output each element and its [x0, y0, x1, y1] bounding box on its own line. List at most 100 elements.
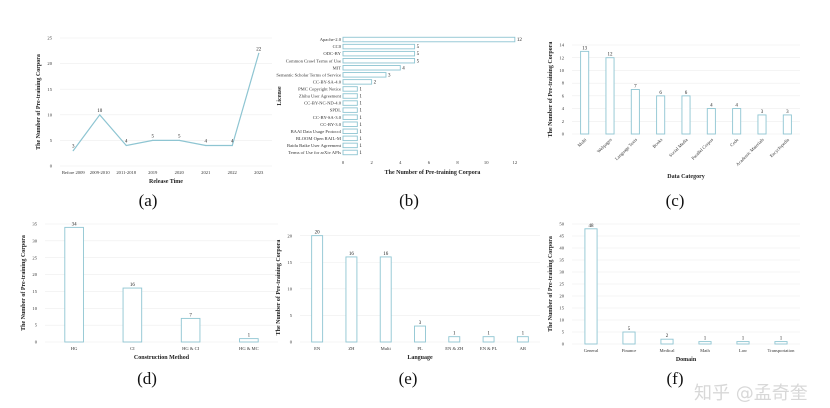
x-tick-label: Language Texts [614, 137, 638, 161]
y-tick-label: 25 [32, 255, 37, 260]
y-tick-label: ODC-BY [323, 51, 341, 56]
data-label: 5 [417, 52, 420, 57]
bar [342, 72, 387, 78]
x-tick-label: HG & CI [182, 346, 200, 351]
subfigure-caption: (c) [666, 191, 685, 210]
bar [605, 57, 615, 135]
data-point [72, 150, 74, 152]
y-tick-label: BAAI Data Usage Protocol [291, 129, 342, 134]
y-tick-label: CC-BY-3.0 [320, 122, 342, 127]
bar [180, 317, 201, 343]
x-axis-label: Release Time [149, 179, 183, 185]
bar [774, 341, 788, 345]
bar [342, 149, 358, 156]
bar [448, 336, 461, 343]
x-tick-label: Multi [381, 346, 392, 351]
data-point [178, 139, 180, 141]
x-tick-label: AR [520, 346, 527, 351]
bar [732, 108, 742, 135]
y-tick-label: 6 [562, 93, 565, 98]
x-tick-label: 2 [370, 160, 373, 165]
data-label: 6 [659, 91, 662, 96]
y-tick-label: 40 [559, 246, 564, 251]
data-label: 3 [72, 145, 75, 150]
bar [706, 108, 716, 135]
bar [342, 43, 416, 50]
data-label: 1 [359, 102, 362, 107]
bar [660, 338, 674, 345]
data-label: 16 [349, 252, 355, 257]
data-label: 1 [359, 109, 362, 114]
y-tick-label: 30 [559, 270, 564, 275]
watermark: 知乎 @孟奇奎 [694, 383, 808, 404]
x-tick-label: 2009-2010 [90, 170, 111, 175]
bar [656, 95, 666, 135]
bar [342, 50, 416, 57]
data-label: 1 [359, 116, 362, 121]
subfigure-caption: (f) [667, 369, 684, 388]
y-tick-label: Zhihu User Agreement [299, 94, 342, 99]
y-tick-label: 0 [562, 342, 565, 347]
y-tick-label: SPDL [330, 108, 341, 113]
data-label: 1 [248, 334, 251, 339]
data-point [258, 52, 260, 54]
bar [239, 338, 259, 343]
data-label: 1 [704, 337, 707, 342]
y-tick-label: 12 [559, 55, 564, 60]
y-axis-label: The Number of Pre-training Corpora [548, 236, 554, 332]
bar [630, 89, 640, 135]
y-tick-label: CC-BY-SA-4.0 [313, 79, 342, 84]
data-label: 4 [205, 140, 208, 145]
subfigure-caption: (b) [399, 191, 419, 210]
x-axis-label: Data Category [667, 174, 705, 180]
y-tick-label: 2 [562, 119, 565, 124]
data-point [99, 114, 101, 116]
bar [757, 114, 767, 135]
y-tick-label: 15 [559, 306, 564, 311]
y-tick-label: 10 [559, 68, 564, 73]
x-tick-label: PL [417, 346, 423, 351]
chart-panel-a: 0 5 10 15 20 25 3 10 4 5 5 4 4 22 Before 2009 2009-2010… [36, 36, 272, 210]
data-label: 22 [256, 47, 262, 52]
data-label: 1 [453, 332, 456, 337]
bar [342, 128, 358, 135]
y-tick-label: 10 [47, 112, 52, 117]
x-tick-label: Medical [659, 348, 675, 353]
y-tick-label: 0 [50, 164, 53, 169]
y-tick-label: Semantic Scholar Terms of Service [276, 72, 341, 77]
data-label: 12 [517, 38, 523, 43]
bar [342, 86, 358, 92]
y-tick-label: 20 [287, 233, 292, 238]
y-tick-label: 10 [32, 306, 37, 311]
y-axis-label: The Number of Pre-training Corpora [21, 235, 27, 331]
x-tick-label: 2021 [201, 170, 211, 175]
data-point [205, 144, 207, 147]
bar [342, 121, 358, 127]
x-tick-label: 6 [428, 160, 431, 165]
bar [342, 114, 358, 120]
x-tick-label: Webpages [596, 137, 613, 154]
data-label: 3 [786, 110, 789, 115]
bar [342, 65, 401, 71]
y-tick-label: CC0 [333, 44, 342, 49]
x-tick-label: 0 [342, 160, 345, 165]
y-tick-label: PMC Copyright Notice [298, 87, 341, 92]
data-label: 1 [359, 88, 362, 93]
subfigure-caption: (e) [399, 369, 418, 388]
data-label: 6 [685, 91, 688, 96]
y-tick-label: 10 [559, 318, 564, 323]
bar [681, 95, 691, 135]
data-label: 4 [710, 104, 713, 109]
chart-panel-d: 0 5 10 15 20 25 30 35 34 16 7 1 HG CI HG & CI HG & MC Co… [21, 222, 278, 388]
bar [414, 325, 426, 343]
x-tick-label: Encyclopedia [769, 137, 790, 158]
x-tick-label: 2022 [228, 170, 238, 175]
bar [342, 135, 358, 142]
bar [584, 228, 598, 345]
x-tick-label: Books [652, 137, 664, 149]
y-tick-label: BLOOM Open RAIL-M [296, 136, 341, 141]
data-label: 1 [359, 95, 362, 100]
bar [580, 50, 590, 135]
y-tick-label: CC-BY-NC-ND-4.0 [304, 101, 342, 106]
